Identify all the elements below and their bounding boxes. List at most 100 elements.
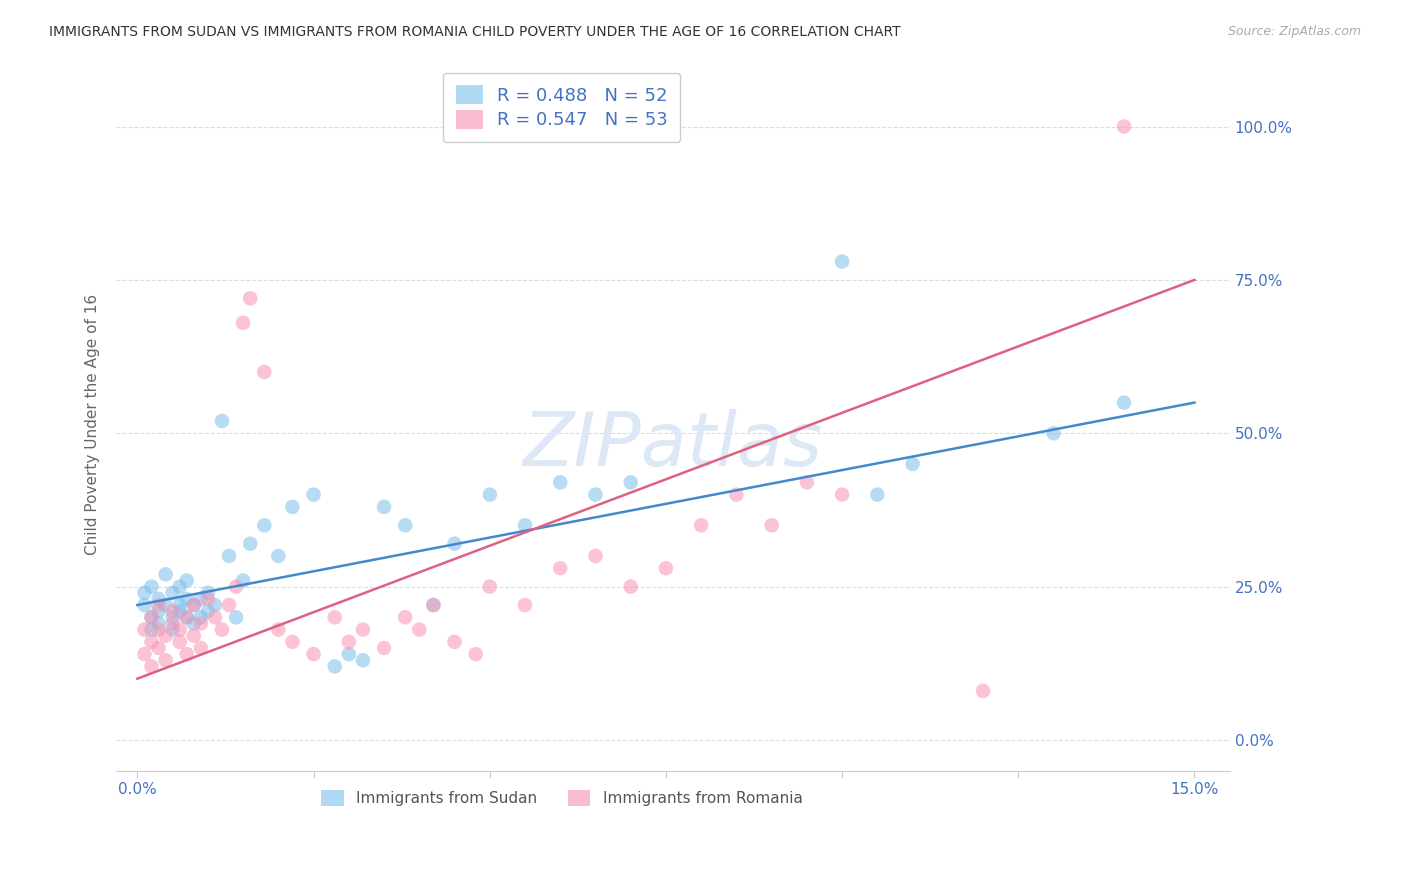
Point — [323, 659, 346, 673]
Point — [155, 653, 177, 667]
Point — [585, 549, 607, 563]
Point — [190, 616, 212, 631]
Legend: Immigrants from Sudan, Immigrants from Romania: Immigrants from Sudan, Immigrants from R… — [312, 780, 811, 815]
Point — [281, 500, 304, 514]
Point — [373, 500, 395, 514]
Point — [253, 365, 276, 379]
Point — [585, 488, 607, 502]
Point — [218, 598, 240, 612]
Point — [218, 549, 240, 563]
Point — [197, 591, 219, 606]
Point — [267, 549, 290, 563]
Text: Source: ZipAtlas.com: Source: ZipAtlas.com — [1227, 25, 1361, 38]
Point — [134, 598, 156, 612]
Point — [478, 488, 501, 502]
Point — [134, 623, 156, 637]
Point — [281, 635, 304, 649]
Point — [183, 616, 205, 631]
Point — [134, 586, 156, 600]
Point — [302, 647, 325, 661]
Point — [232, 316, 254, 330]
Point — [141, 659, 163, 673]
Point — [169, 623, 191, 637]
Point — [267, 623, 290, 637]
Point — [620, 580, 643, 594]
Point — [155, 629, 177, 643]
Point — [352, 623, 374, 637]
Point — [513, 518, 536, 533]
Point — [901, 457, 924, 471]
Point — [478, 580, 501, 594]
Point — [148, 616, 170, 631]
Point — [169, 604, 191, 618]
Point — [422, 598, 444, 612]
Point — [796, 475, 818, 490]
Point — [162, 623, 184, 637]
Point — [169, 580, 191, 594]
Point — [225, 580, 247, 594]
Point — [211, 414, 233, 428]
Point — [422, 598, 444, 612]
Point — [169, 598, 191, 612]
Point — [464, 647, 486, 661]
Point — [176, 574, 198, 588]
Point — [148, 640, 170, 655]
Point — [141, 610, 163, 624]
Point — [443, 537, 465, 551]
Point — [134, 647, 156, 661]
Point — [190, 591, 212, 606]
Y-axis label: Child Poverty Under the Age of 16: Child Poverty Under the Age of 16 — [86, 293, 100, 555]
Point — [394, 518, 416, 533]
Point — [176, 610, 198, 624]
Point — [162, 604, 184, 618]
Point — [655, 561, 678, 575]
Point — [141, 580, 163, 594]
Point — [831, 254, 853, 268]
Point — [866, 488, 889, 502]
Point — [155, 567, 177, 582]
Point — [337, 635, 360, 649]
Point — [183, 598, 205, 612]
Point — [1112, 395, 1135, 409]
Text: IMMIGRANTS FROM SUDAN VS IMMIGRANTS FROM ROMANIA CHILD POVERTY UNDER THE AGE OF : IMMIGRANTS FROM SUDAN VS IMMIGRANTS FROM… — [49, 25, 901, 39]
Point — [148, 623, 170, 637]
Point — [394, 610, 416, 624]
Point — [162, 616, 184, 631]
Point — [204, 610, 226, 624]
Point — [323, 610, 346, 624]
Point — [972, 684, 994, 698]
Point — [548, 475, 571, 490]
Point — [169, 635, 191, 649]
Point — [148, 591, 170, 606]
Point — [141, 623, 163, 637]
Point — [239, 537, 262, 551]
Point — [761, 518, 783, 533]
Point — [197, 604, 219, 618]
Point — [352, 653, 374, 667]
Point — [239, 291, 262, 305]
Point — [1042, 426, 1064, 441]
Point — [302, 488, 325, 502]
Point — [183, 629, 205, 643]
Point — [148, 604, 170, 618]
Point — [148, 598, 170, 612]
Point — [190, 640, 212, 655]
Point — [690, 518, 713, 533]
Point — [176, 591, 198, 606]
Point — [183, 598, 205, 612]
Point — [548, 561, 571, 575]
Text: ZIPatlas: ZIPatlas — [523, 409, 823, 481]
Point — [443, 635, 465, 649]
Point — [176, 610, 198, 624]
Point — [155, 598, 177, 612]
Point — [190, 610, 212, 624]
Point — [513, 598, 536, 612]
Point — [225, 610, 247, 624]
Point — [373, 640, 395, 655]
Point — [831, 488, 853, 502]
Point — [176, 647, 198, 661]
Point — [211, 623, 233, 637]
Point — [204, 598, 226, 612]
Point — [232, 574, 254, 588]
Point — [197, 586, 219, 600]
